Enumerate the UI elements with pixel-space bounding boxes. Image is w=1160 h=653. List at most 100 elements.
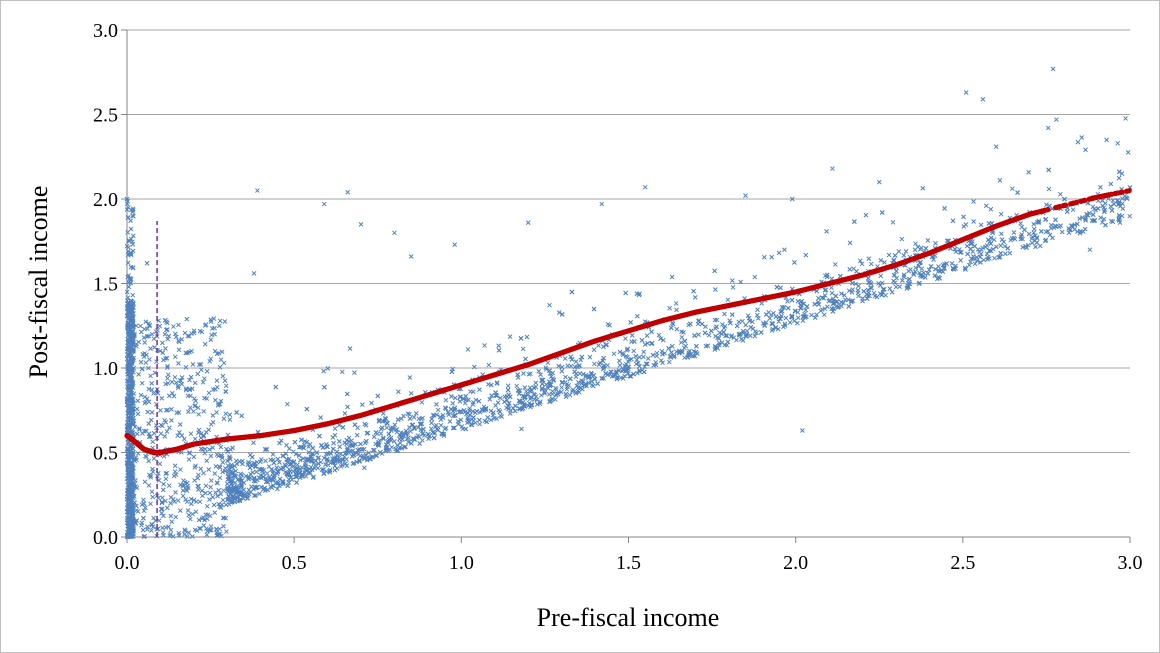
scatter-point bbox=[829, 290, 835, 296]
scatter-point bbox=[791, 318, 797, 324]
scatter-point bbox=[1009, 186, 1015, 192]
scatter-point bbox=[165, 336, 171, 342]
scatter-point bbox=[1046, 167, 1052, 173]
scatter-point bbox=[563, 391, 569, 397]
scatter-point bbox=[161, 513, 166, 519]
scatter-point bbox=[712, 268, 717, 274]
scatter-point bbox=[276, 483, 282, 488]
scatter-point bbox=[637, 369, 642, 375]
scatter-point bbox=[158, 431, 164, 436]
scatter-point bbox=[169, 406, 174, 412]
scatter-point bbox=[359, 402, 365, 407]
scatter-point bbox=[795, 309, 801, 315]
scatter-point bbox=[218, 491, 224, 497]
scatter-point bbox=[706, 332, 712, 338]
scatter-point bbox=[225, 449, 230, 454]
scatter-point bbox=[480, 408, 485, 413]
scatter-point bbox=[133, 323, 139, 329]
scatter-point bbox=[654, 353, 660, 359]
scatter-point bbox=[539, 381, 545, 387]
scatter-point bbox=[179, 375, 185, 380]
scatter-point bbox=[127, 450, 132, 455]
scatter-point bbox=[125, 325, 130, 331]
scatter-point bbox=[878, 273, 884, 279]
scatter-point bbox=[189, 348, 194, 354]
scatter-point bbox=[338, 451, 343, 457]
scatter-point bbox=[573, 359, 579, 364]
scatter-point bbox=[166, 333, 172, 339]
scatter-point bbox=[134, 431, 140, 437]
scatter-point bbox=[835, 305, 840, 310]
scatter-point bbox=[322, 384, 327, 390]
scatter-point bbox=[736, 332, 742, 338]
scatter-point bbox=[941, 266, 947, 271]
scatter-point bbox=[134, 518, 140, 523]
scatter-point bbox=[897, 284, 902, 289]
scatter-point bbox=[578, 385, 583, 391]
scatter-point bbox=[345, 189, 351, 195]
scatter-point bbox=[332, 426, 338, 431]
scatter-point bbox=[542, 391, 548, 396]
scatter-point bbox=[620, 352, 626, 358]
scatter-point bbox=[392, 439, 397, 444]
scatter-point bbox=[972, 243, 978, 249]
scatter-point bbox=[471, 400, 476, 405]
scatter-point bbox=[219, 349, 225, 355]
scatter-point bbox=[536, 368, 542, 374]
scatter-point bbox=[124, 207, 130, 212]
scatter-point bbox=[644, 333, 650, 338]
scatter-point bbox=[983, 244, 988, 250]
scatter-point bbox=[124, 356, 130, 362]
scatter-point bbox=[379, 425, 385, 431]
scatter-point bbox=[149, 528, 154, 533]
scatter-point bbox=[220, 497, 226, 503]
scatter-point bbox=[812, 301, 818, 307]
scatter-point bbox=[142, 533, 148, 539]
scatter-point bbox=[721, 325, 727, 331]
scatter-point bbox=[186, 512, 192, 518]
scatter-point bbox=[722, 342, 728, 348]
scatter-point bbox=[125, 479, 131, 484]
scatter-point bbox=[800, 318, 806, 323]
scatter-point bbox=[136, 339, 142, 345]
scatter-point bbox=[771, 310, 776, 316]
scatter-point bbox=[184, 316, 190, 322]
scatter-point bbox=[125, 260, 131, 266]
scatter-point bbox=[968, 246, 973, 252]
scatter-point bbox=[514, 383, 520, 389]
scatter-point bbox=[747, 318, 753, 324]
scatter-point bbox=[407, 411, 412, 417]
scatter-point bbox=[679, 334, 685, 340]
scatter-point bbox=[372, 447, 377, 453]
scatter-point bbox=[809, 312, 814, 318]
scatter-point bbox=[140, 527, 146, 533]
scatter-point bbox=[679, 349, 685, 354]
scatter-point bbox=[127, 375, 133, 381]
scatter-point bbox=[925, 271, 931, 276]
scatter-point bbox=[380, 411, 386, 416]
scatter-point bbox=[318, 459, 324, 465]
scatter-point bbox=[130, 265, 136, 271]
scatter-point bbox=[193, 509, 199, 515]
scatter-point bbox=[172, 374, 178, 380]
scatter-point bbox=[227, 412, 233, 418]
y-axis-label: Post-fiscal income bbox=[24, 186, 53, 379]
scatter-point bbox=[252, 493, 257, 498]
scatter-point bbox=[187, 405, 193, 411]
scatter-point bbox=[132, 331, 137, 337]
scatter-point bbox=[603, 342, 609, 348]
scatter-point bbox=[524, 334, 530, 340]
scatter-point bbox=[431, 435, 437, 441]
scatter-point bbox=[785, 299, 790, 304]
scatter-point bbox=[949, 261, 955, 266]
scatter-point bbox=[776, 250, 782, 256]
scatter-point bbox=[758, 330, 764, 335]
scatter-point bbox=[193, 398, 198, 404]
scatter-point bbox=[722, 311, 727, 317]
scatter-point bbox=[210, 445, 216, 450]
scatter-point bbox=[181, 483, 187, 488]
scatter-point bbox=[1022, 227, 1027, 233]
scatter-point bbox=[488, 417, 494, 423]
scatter-point bbox=[342, 461, 348, 467]
scatter-point bbox=[352, 422, 358, 428]
